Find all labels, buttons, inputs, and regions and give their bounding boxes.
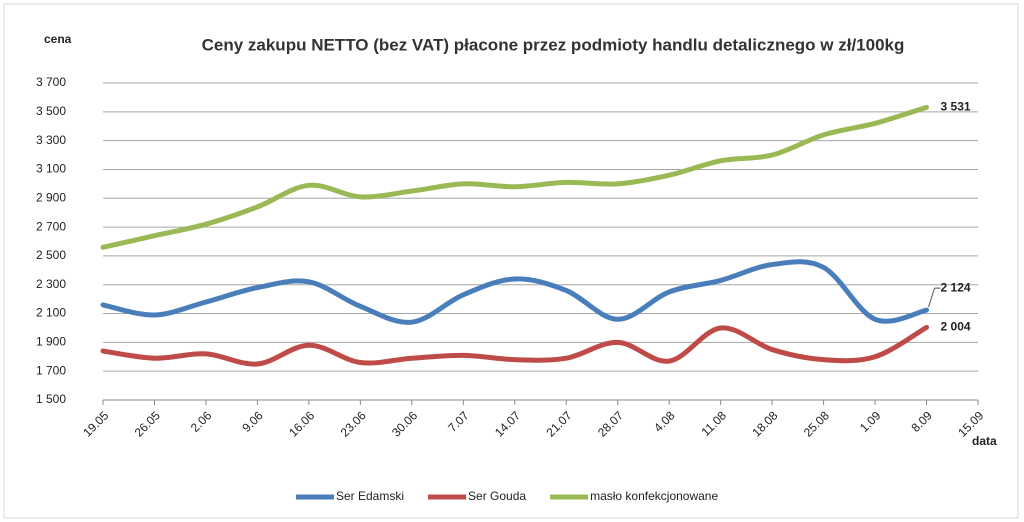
y-tick-label: 2 900 [36,190,66,204]
y-tick-label: 3 300 [36,133,66,147]
label-leader [928,287,941,308]
data-label: 2 124 [941,280,971,294]
legend-label: Ser Gouda [468,489,526,503]
y-tick-label: 2 100 [36,306,66,320]
y-tick-label: 3 500 [36,104,66,118]
legend-label: masło konfekcjonowane [590,489,718,503]
y-tick-label: 2 700 [36,219,66,233]
y-tick-label: 3 100 [36,162,66,176]
y-tick-label: 1 700 [36,363,66,377]
series-line [100,324,930,367]
legend-label: Ser Edamski [336,489,404,503]
data-label: 2 004 [941,320,971,334]
chart-title: Ceny zakupu NETTO (bez VAT) płacone prze… [202,35,905,54]
y-axis-title: cena [44,32,72,46]
series-line [100,104,930,250]
y-tick-label: 1 500 [36,392,66,406]
y-tick-label: 2 500 [36,248,66,262]
series-line [100,259,930,325]
data-label: 3 531 [941,100,971,114]
x-axis-title: data [972,434,997,448]
y-tick-label: 3 700 [36,75,66,89]
y-tick-label: 2 300 [36,277,66,291]
y-tick-label: 1 900 [36,335,66,349]
chart-frame [3,3,1019,519]
